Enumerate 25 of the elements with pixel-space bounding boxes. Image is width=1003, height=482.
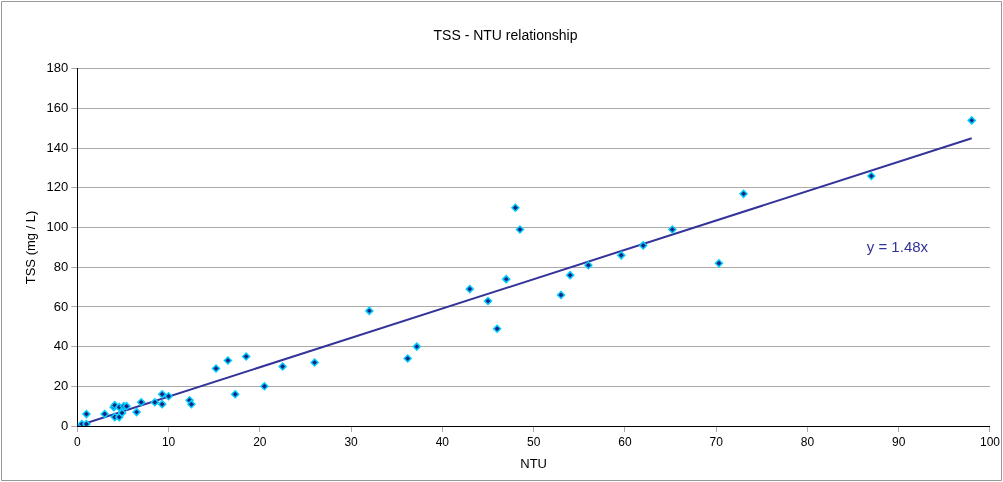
x-tick-label: 10 — [161, 434, 176, 449]
y-tick-label: 80 — [53, 258, 69, 274]
x-tick-label: 90 — [892, 434, 906, 449]
y-tick-label: 140 — [46, 139, 69, 155]
y-tick-label: 120 — [46, 179, 69, 195]
y-tick-label: 40 — [53, 338, 69, 354]
x-axis-title: NTU — [520, 455, 547, 471]
y-tick-label: 20 — [53, 377, 69, 393]
x-tick-label: 40 — [435, 434, 450, 449]
x-tick-label: 0 — [73, 434, 81, 449]
x-tick-label: 50 — [526, 434, 541, 449]
y-tick-label: 60 — [53, 298, 69, 314]
x-tick-label: 30 — [344, 434, 359, 449]
x-tick-label: 70 — [709, 434, 724, 449]
y-tick-label: 160 — [46, 100, 69, 116]
x-tick-label: 80 — [800, 434, 815, 449]
x-tick-label: 20 — [253, 434, 267, 449]
y-tick-label: 0 — [61, 417, 69, 433]
x-tick-label: 60 — [618, 434, 632, 449]
y-axis-title: TSS (mg / L) — [23, 210, 39, 285]
y-tick-label: 100 — [46, 219, 69, 235]
y-tick-label: 180 — [46, 60, 69, 76]
chart-title: TSS - NTU relationship — [433, 27, 578, 44]
x-tick-label: 100 — [979, 434, 1001, 449]
annotation: y = 1.48x — [866, 237, 929, 255]
